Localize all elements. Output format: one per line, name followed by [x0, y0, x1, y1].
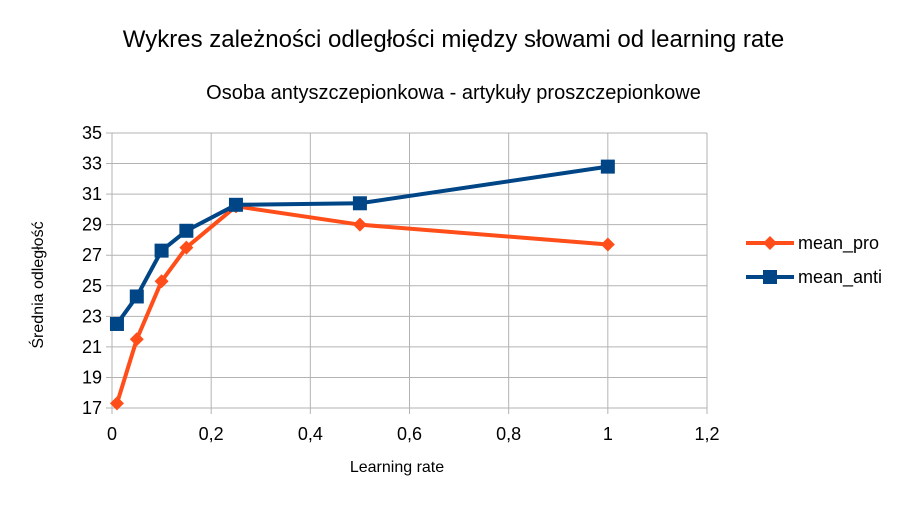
y-tick-label: 29 — [82, 215, 102, 235]
y-tick-label: 25 — [82, 276, 102, 296]
legend-label: mean_anti — [798, 266, 883, 287]
x-tick-label: 0,4 — [298, 424, 323, 444]
data-point-marker — [600, 237, 615, 252]
y-tick-label: 23 — [82, 306, 102, 326]
y-axis-label: Średnia odległość — [30, 221, 47, 349]
x-tick-label: 0,2 — [199, 424, 224, 444]
x-axis-label: Learning rate — [349, 459, 445, 476]
y-tick-label: 35 — [82, 123, 102, 143]
legend-swatch — [746, 236, 794, 250]
data-point-marker — [228, 197, 243, 212]
data-point-marker — [352, 217, 367, 232]
series-layer — [109, 159, 615, 411]
y-tick-label: 27 — [82, 245, 102, 265]
x-tick-label: 0,6 — [397, 424, 422, 444]
x-tick-label: 1 — [603, 424, 613, 444]
y-tick-label: 31 — [82, 184, 102, 204]
data-point-marker — [154, 274, 169, 289]
data-point-marker — [109, 316, 124, 331]
y-tick-label: 17 — [82, 398, 102, 418]
legend-label: mean_pro — [798, 232, 880, 253]
legend-marker — [763, 270, 777, 284]
data-point-marker — [109, 396, 124, 411]
legend-item-mean_pro: mean_pro — [746, 226, 882, 260]
data-point-marker — [352, 196, 367, 211]
legend-marker — [763, 236, 777, 250]
chart-title: Wykres zależności odległości między słow… — [122, 26, 785, 53]
data-point-marker — [600, 159, 615, 174]
tick-labels: 17 19 21 23 25 27 29 31 33 35 0 0,2 0,4 0,6 0,8 1 1,2 — [82, 123, 720, 444]
legend-swatch — [746, 270, 794, 284]
data-point-marker — [154, 243, 169, 258]
data-point-marker — [129, 289, 144, 304]
y-tick-label: 21 — [82, 337, 102, 357]
x-tick-label: 0,8 — [496, 424, 521, 444]
data-point-marker — [129, 332, 144, 347]
y-tick-label: 19 — [82, 367, 102, 387]
legend: mean_pro mean_anti — [746, 226, 882, 294]
y-tick-label: 33 — [82, 154, 102, 174]
data-point-marker — [179, 240, 194, 255]
chart-subtitle: Osoba antyszczepionkowa - artykuły prosz… — [206, 82, 701, 104]
series-mean_anti — [109, 159, 615, 331]
grid-lines — [106, 132, 708, 414]
x-tick-label: 0 — [107, 424, 117, 444]
data-point-marker — [179, 223, 194, 238]
legend-item-mean_anti: mean_anti — [746, 260, 882, 294]
x-tick-label: 1,2 — [694, 424, 719, 444]
